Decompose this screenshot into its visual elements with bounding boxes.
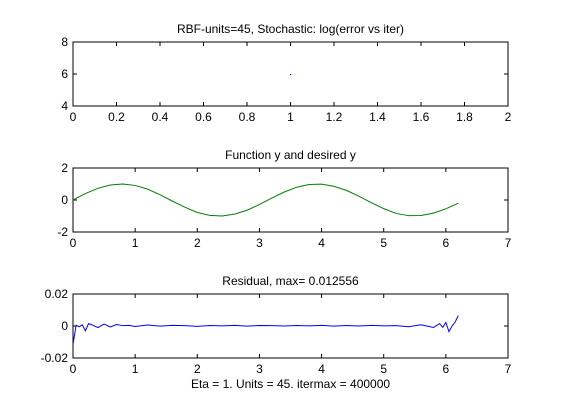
x-tick-label: 1 xyxy=(287,110,294,124)
chart-title-2: Function y and desired y xyxy=(225,148,356,162)
x-tick-label: 2 xyxy=(505,110,512,124)
x-tick-label: 0 xyxy=(70,236,77,250)
chart-title-3: Residual, max= 0.012556 xyxy=(222,274,359,288)
x-tick-label: 3 xyxy=(256,236,263,250)
x-tick-label: 5 xyxy=(380,362,387,376)
axes-box-2 xyxy=(72,167,509,233)
x-tick-label: 0.2 xyxy=(108,110,125,124)
x-tick-label: 4 xyxy=(318,362,325,376)
x-tick-label: 2 xyxy=(194,236,201,250)
data-point xyxy=(290,73,292,76)
x-tick-label: 0 xyxy=(70,110,77,124)
x-tick-label: 1 xyxy=(132,362,139,376)
x-tick-label: 4 xyxy=(318,236,325,250)
x-axis-label: Eta = 1. Units = 45. itermax = 400000 xyxy=(191,377,390,391)
x-tick-label: 5 xyxy=(380,236,387,250)
x-tick-label: 7 xyxy=(505,236,512,250)
y-tick-label: 4 xyxy=(61,99,68,113)
x-tick-label: 0.4 xyxy=(152,110,169,124)
series-line-3 xyxy=(72,315,459,345)
x-tick-label: 1.6 xyxy=(413,110,430,124)
x-tick-label: 7 xyxy=(505,362,512,376)
y-tick-label: -0.02 xyxy=(41,351,69,365)
x-tick-label: 6 xyxy=(443,362,450,376)
series-line-2 xyxy=(72,183,459,217)
x-tick-label: 1.8 xyxy=(456,110,473,124)
x-tick-label: 0.8 xyxy=(239,110,256,124)
x-tick-label: 6 xyxy=(443,236,450,250)
x-tick-label: 1.2 xyxy=(326,110,343,124)
y-tick-label: -2 xyxy=(57,225,68,239)
x-tick-label: 3 xyxy=(256,362,263,376)
y-tick-label: 0 xyxy=(61,193,68,207)
y-tick-label: 6 xyxy=(61,67,68,81)
x-tick-label: 0.6 xyxy=(195,110,212,124)
x-tick-label: 0 xyxy=(70,362,77,376)
x-tick-label: 2 xyxy=(194,362,201,376)
x-tick-label: 1 xyxy=(132,236,139,250)
x-tick-label: 1.4 xyxy=(369,110,386,124)
y-tick-label: 0 xyxy=(61,319,68,333)
y-tick-label: 0.02 xyxy=(45,287,69,301)
chart-title-1: RBF-units=45, Stochastic: log(error vs i… xyxy=(177,22,404,36)
y-tick-label: 2 xyxy=(61,161,68,175)
y-tick-label: 8 xyxy=(61,35,68,49)
